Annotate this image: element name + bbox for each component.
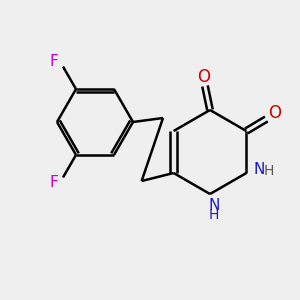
Text: F: F xyxy=(50,175,58,190)
Text: N: N xyxy=(208,197,220,212)
Text: O: O xyxy=(197,68,211,86)
Text: N: N xyxy=(254,161,265,176)
Text: O: O xyxy=(268,104,281,122)
Text: H: H xyxy=(263,164,274,178)
Text: F: F xyxy=(50,54,58,69)
Text: H: H xyxy=(209,208,219,222)
